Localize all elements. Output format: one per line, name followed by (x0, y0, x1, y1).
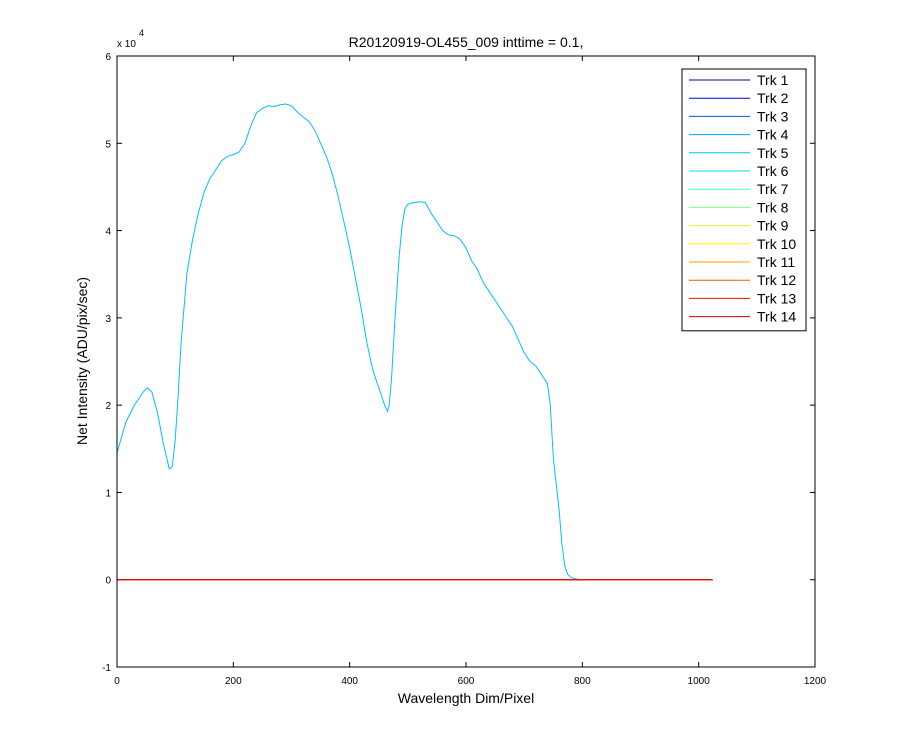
y-tick-label: 4 (105, 227, 111, 238)
legend-label: Trk 3 (757, 108, 789, 124)
y-exponent-base: x 10 (117, 39, 136, 50)
x-tick-label: 0 (114, 676, 120, 687)
y-tick-label: 0 (105, 576, 111, 587)
y-axis-label: Net Intensity (ADU/pix/sec) (74, 277, 90, 445)
x-tick-label: 200 (225, 676, 242, 687)
legend: Trk 1 Trk 2 Trk 3 Trk 4 Trk 5 Trk 6 Trk 7 Trk 8… (681, 68, 807, 332)
y-axis-ticks: -1 0 1 2 3 4 5 6 (102, 52, 815, 674)
x-axis-label: Wavelength Dim/Pixel (398, 690, 534, 706)
y-tick-label: 6 (105, 52, 111, 63)
legend-label: Trk 7 (757, 181, 789, 197)
legend-label: Trk 12 (757, 272, 796, 288)
legend-label: Trk 14 (757, 309, 796, 325)
legend-label: Trk 9 (757, 218, 789, 234)
legend-label: Trk 10 (757, 236, 796, 252)
legend-label: Trk 2 (757, 90, 789, 106)
legend-label: Trk 4 (757, 127, 789, 143)
legend-label: Trk 8 (757, 199, 789, 215)
legend-label: Trk 13 (757, 290, 796, 306)
x-axis-ticks: 0 200 400 600 800 1000 1200 (114, 56, 827, 687)
legend-label: Trk 1 (757, 72, 789, 88)
x-tick-label: 400 (341, 676, 358, 687)
x-tick-label: 800 (574, 676, 591, 687)
chart-title: R20120919-OL455_009 inttime = 0.1, (349, 34, 584, 50)
y-exponent-power: 4 (139, 28, 144, 38)
legend-label: Trk 5 (757, 145, 789, 161)
y-tick-label: 1 (105, 488, 111, 499)
series-group (116, 103, 713, 581)
series-line-trk-5 (116, 103, 594, 581)
legend-box (681, 68, 807, 332)
y-tick-label: -1 (102, 663, 111, 674)
y-tick-label: 3 (105, 314, 111, 325)
y-tick-label: 5 (105, 139, 111, 150)
y-tick-label: 2 (105, 401, 111, 412)
legend-label: Trk 11 (757, 254, 795, 270)
legend-label: Trk 6 (757, 163, 789, 179)
x-tick-label: 1000 (688, 676, 711, 687)
x-tick-label: 600 (458, 676, 475, 687)
axes-box (116, 55, 816, 668)
x-tick-label: 1200 (804, 676, 827, 687)
